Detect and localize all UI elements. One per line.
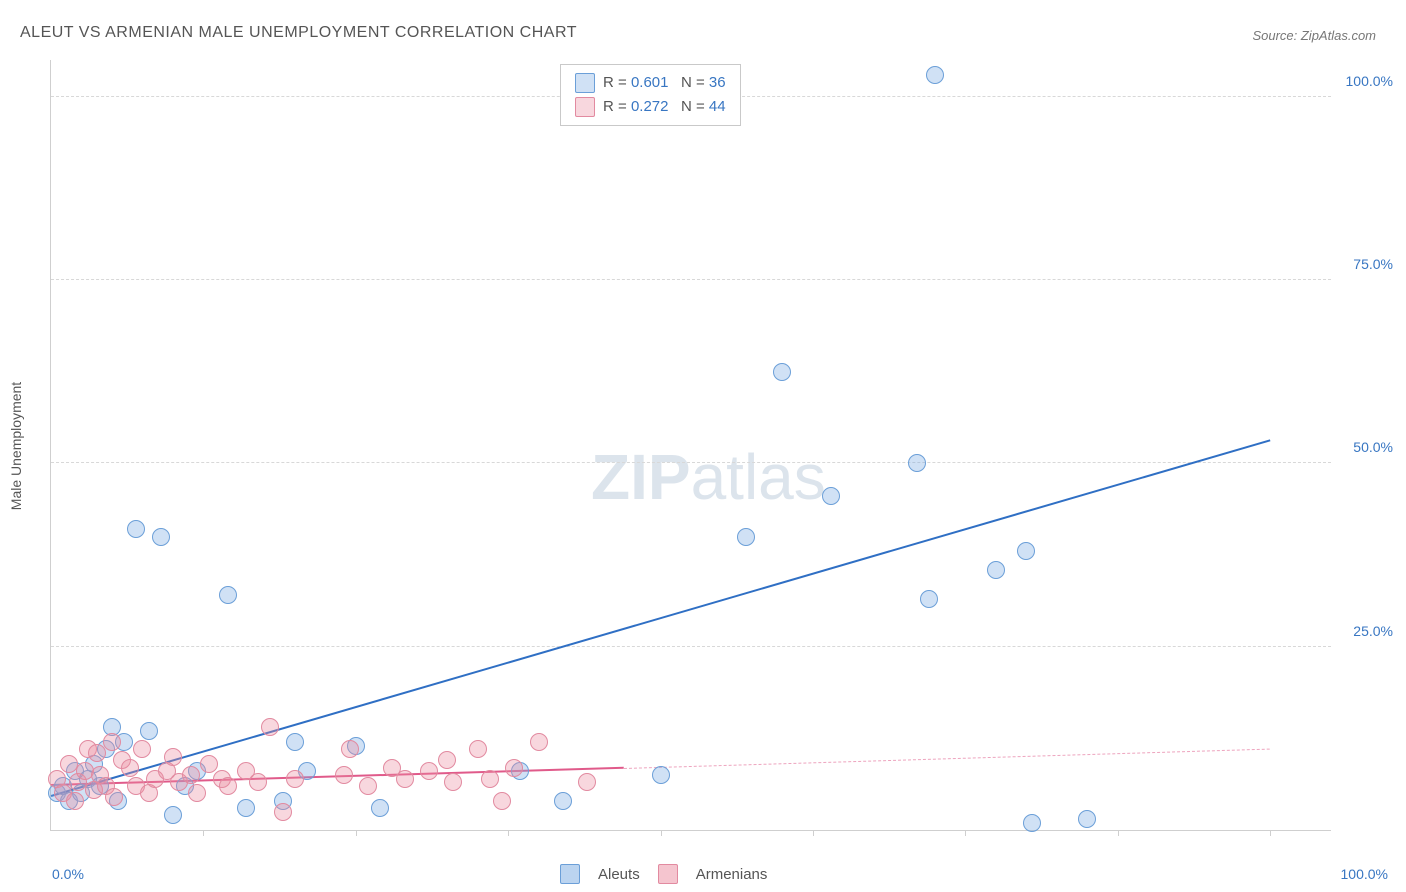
scatter-point bbox=[987, 561, 1005, 579]
scatter-point bbox=[164, 748, 182, 766]
watermark: ZIPatlas bbox=[591, 440, 826, 514]
trend-line bbox=[51, 439, 1271, 797]
x-tick bbox=[661, 830, 662, 836]
scatter-point bbox=[341, 740, 359, 758]
source-label: Source: ZipAtlas.com bbox=[1252, 28, 1376, 43]
series-legend: Aleuts Armenians bbox=[560, 864, 767, 884]
scatter-point bbox=[103, 733, 121, 751]
scatter-point bbox=[286, 770, 304, 788]
scatter-point bbox=[396, 770, 414, 788]
scatter-point bbox=[481, 770, 499, 788]
scatter-point bbox=[152, 528, 170, 546]
scatter-point bbox=[773, 363, 791, 381]
scatter-point bbox=[182, 766, 200, 784]
scatter-point bbox=[493, 792, 511, 810]
legend-row: R = 0.601 N = 36 bbox=[575, 71, 726, 95]
scatter-point bbox=[219, 586, 237, 604]
scatter-point bbox=[105, 788, 123, 806]
gridline bbox=[51, 279, 1331, 280]
chart-title: ALEUT VS ARMENIAN MALE UNEMPLOYMENT CORR… bbox=[20, 24, 577, 42]
scatter-point bbox=[66, 792, 84, 810]
x-tick bbox=[356, 830, 357, 836]
legend-swatch bbox=[658, 864, 678, 884]
scatter-point bbox=[237, 799, 255, 817]
scatter-point bbox=[371, 799, 389, 817]
y-tick-label: 25.0% bbox=[1353, 623, 1393, 639]
x-tick bbox=[508, 830, 509, 836]
scatter-point bbox=[140, 722, 158, 740]
x-tick bbox=[813, 830, 814, 836]
legend-swatch bbox=[575, 97, 595, 117]
scatter-point bbox=[822, 487, 840, 505]
scatter-point bbox=[652, 766, 670, 784]
scatter-point bbox=[274, 803, 292, 821]
y-tick-label: 50.0% bbox=[1353, 439, 1393, 455]
scatter-point bbox=[133, 740, 151, 758]
x-tick bbox=[203, 830, 204, 836]
scatter-point bbox=[164, 806, 182, 824]
scatter-point bbox=[261, 718, 279, 736]
scatter-point bbox=[920, 590, 938, 608]
scatter-point bbox=[121, 759, 139, 777]
gridline bbox=[51, 646, 1331, 647]
scatter-point bbox=[1017, 542, 1035, 560]
scatter-point bbox=[737, 528, 755, 546]
scatter-point bbox=[219, 777, 237, 795]
scatter-point bbox=[188, 784, 206, 802]
scatter-point bbox=[127, 520, 145, 538]
y-tick-label: 100.0% bbox=[1346, 73, 1393, 89]
legend-label: Aleuts bbox=[598, 866, 640, 883]
plot-area: ZIPatlas 25.0%50.0%75.0%100.0% bbox=[50, 60, 1331, 831]
legend-label: Armenians bbox=[696, 866, 768, 883]
x-tick bbox=[1118, 830, 1119, 836]
legend-swatch bbox=[575, 73, 595, 93]
scatter-point bbox=[444, 773, 462, 791]
scatter-point bbox=[554, 792, 572, 810]
scatter-point bbox=[926, 66, 944, 84]
trend-line bbox=[624, 748, 1270, 768]
scatter-point bbox=[420, 762, 438, 780]
scatter-point bbox=[469, 740, 487, 758]
scatter-point bbox=[908, 454, 926, 472]
x-tick-max: 100.0% bbox=[1341, 866, 1388, 882]
gridline bbox=[51, 462, 1331, 463]
y-tick-label: 75.0% bbox=[1353, 256, 1393, 272]
legend-row: R = 0.272 N = 44 bbox=[575, 95, 726, 119]
scatter-point bbox=[335, 766, 353, 784]
x-tick-min: 0.0% bbox=[52, 866, 84, 882]
legend-swatch bbox=[560, 864, 580, 884]
correlation-legend: R = 0.601 N = 36R = 0.272 N = 44 bbox=[560, 64, 741, 126]
scatter-point bbox=[438, 751, 456, 769]
scatter-point bbox=[1078, 810, 1096, 828]
scatter-point bbox=[578, 773, 596, 791]
scatter-point bbox=[249, 773, 267, 791]
scatter-point bbox=[286, 733, 304, 751]
scatter-point bbox=[1023, 814, 1041, 832]
x-tick bbox=[965, 830, 966, 836]
scatter-point bbox=[530, 733, 548, 751]
scatter-point bbox=[359, 777, 377, 795]
scatter-point bbox=[505, 759, 523, 777]
x-tick bbox=[1270, 830, 1271, 836]
y-axis-title: Male Unemployment bbox=[8, 382, 24, 510]
